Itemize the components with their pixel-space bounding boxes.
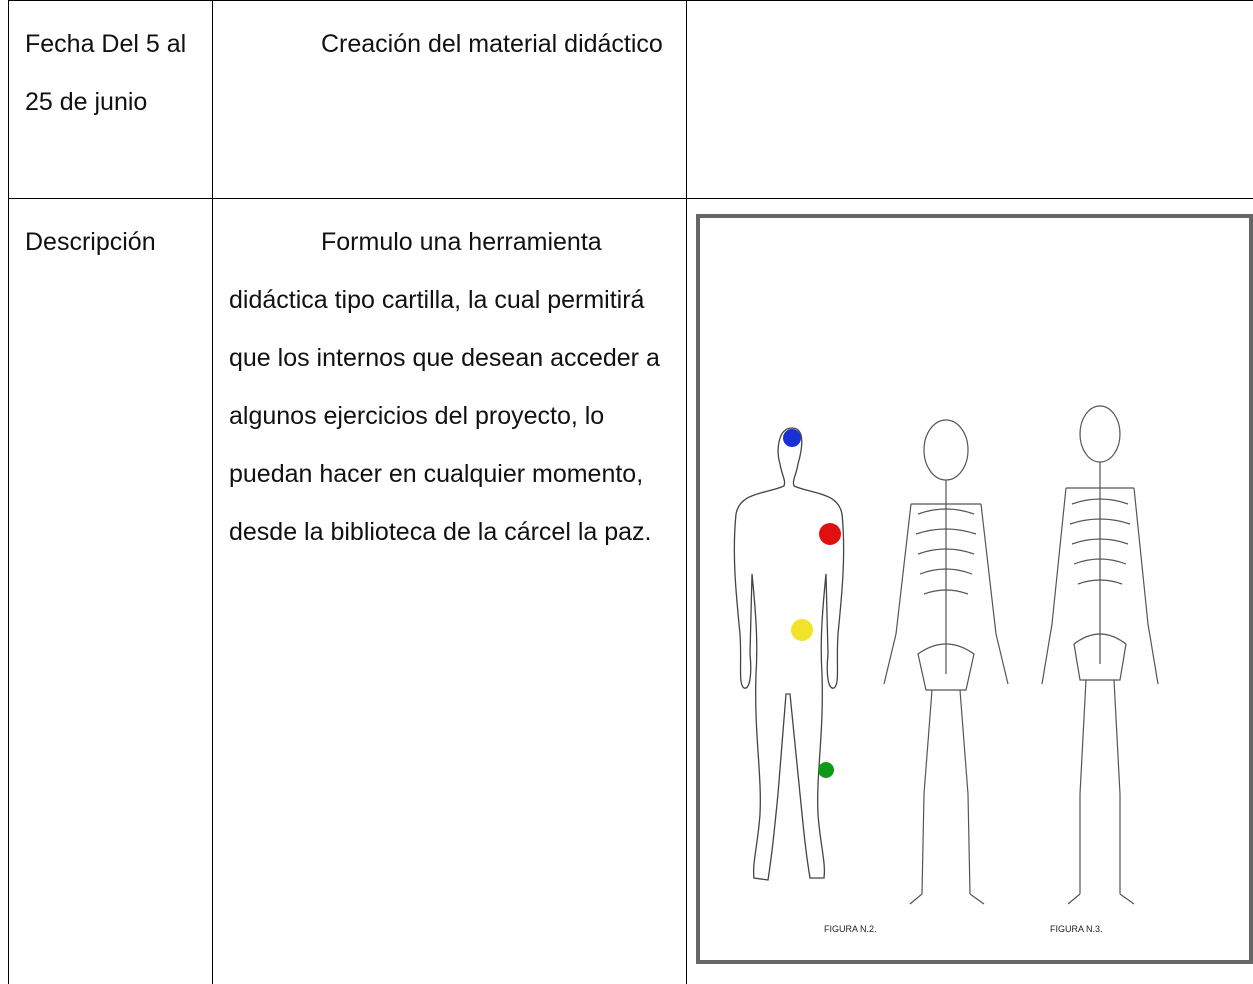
border	[8, 198, 1253, 199]
body-outline	[733, 427, 845, 881]
skeleton	[883, 405, 1159, 905]
title-cell: Creación del material didáctico	[321, 30, 663, 58]
figure: FIGURA N.2. FIGURA N.3.	[696, 214, 1253, 964]
label-cell: Descripción	[25, 228, 156, 256]
date-cell: Fecha Del 5 al 25 de junio	[25, 30, 187, 116]
border	[8, 0, 1253, 1]
yellow-dot	[791, 619, 813, 641]
blue-dot	[783, 429, 801, 447]
border	[8, 0, 9, 984]
figure-label: FIGURA N.2.	[824, 924, 877, 934]
description-cell: Formulo una herramienta didáctica tipo c…	[229, 228, 660, 546]
green-dot	[818, 762, 834, 778]
border	[212, 0, 213, 984]
border	[686, 0, 687, 984]
red-dot	[819, 523, 841, 545]
figure-frame	[696, 214, 1253, 964]
figure-label: FIGURA N.3.	[1050, 924, 1103, 934]
